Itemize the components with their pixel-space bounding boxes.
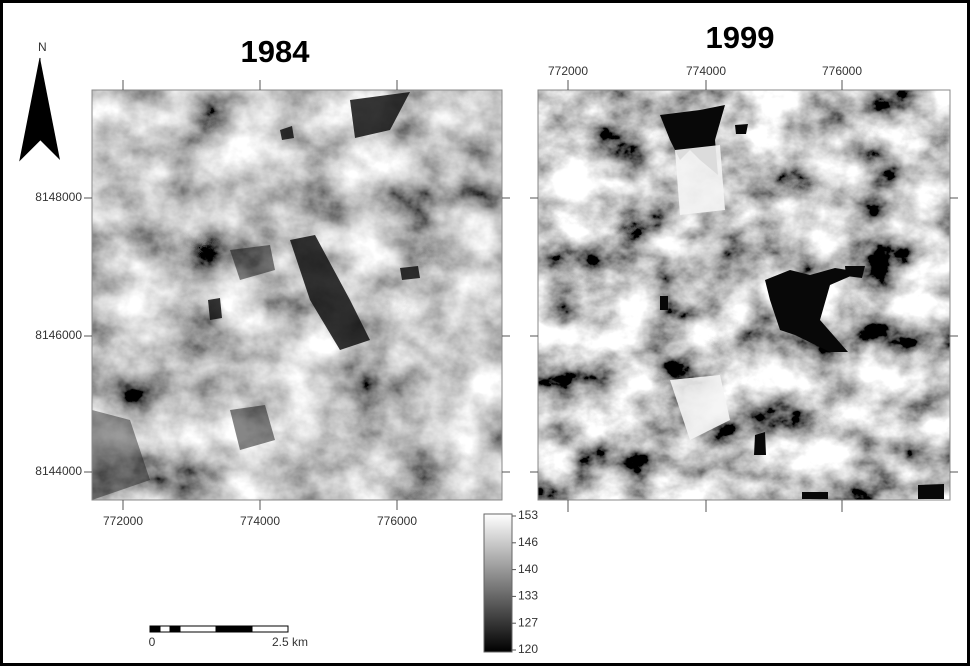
x-tick-label: 772000 xyxy=(103,514,143,528)
x-tick-label: 772000 xyxy=(548,64,588,78)
colorbar-label: 120 xyxy=(518,642,538,656)
colorbar-label: 140 xyxy=(518,562,538,576)
panel-title: 1999 xyxy=(706,20,775,55)
scale-label: 2.5 km xyxy=(272,635,308,649)
colorbar-label: 133 xyxy=(518,589,538,603)
image-1984 xyxy=(92,90,502,500)
y-tick-label: 8146000 xyxy=(35,328,82,342)
colorbar-label: 127 xyxy=(518,615,538,629)
image-1999 xyxy=(538,90,950,500)
colorbar xyxy=(484,514,512,652)
x-tick-label: 776000 xyxy=(822,64,862,78)
scale-bar xyxy=(150,626,288,632)
x-tick-label: 774000 xyxy=(240,514,280,528)
colorbar-label: 153 xyxy=(518,508,538,522)
colorbar-label: 146 xyxy=(518,535,538,549)
panel-title: 1984 xyxy=(241,34,311,69)
scale-label: 0 xyxy=(149,635,156,649)
north-label: N xyxy=(38,40,47,54)
y-tick-label: 8144000 xyxy=(35,464,82,478)
figure: N 1984 1999 xyxy=(0,0,970,666)
y-tick-label: 8148000 xyxy=(35,190,82,204)
x-tick-label: 774000 xyxy=(686,64,726,78)
x-tick-label: 776000 xyxy=(377,514,417,528)
